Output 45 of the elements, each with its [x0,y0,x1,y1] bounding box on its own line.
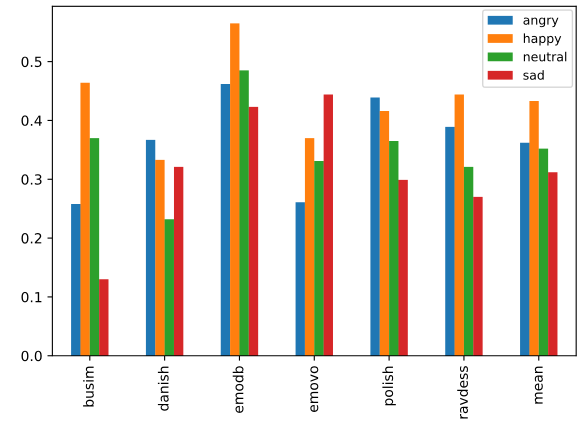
y-tick-label: 0.3 [21,174,42,185]
legend-label: happy [524,33,562,46]
bar [230,23,240,356]
bar [71,204,80,356]
bar [370,97,380,356]
bar [324,94,333,356]
bar [473,196,483,356]
x-tick-label: danish [158,366,169,411]
bar [454,94,464,356]
bar [304,138,314,356]
bar [389,141,398,356]
bar [239,70,249,356]
x-tick-label: emovo [310,366,318,412]
x-tick-label: ravdess [457,366,468,418]
legend-label: neutral [524,52,566,62]
y-tick-label: 0.4 [21,115,42,126]
y-tick-label: 0.1 [21,292,42,302]
bar [80,82,90,356]
bar [220,84,230,356]
bar [548,172,558,356]
bar [464,166,474,356]
bar [445,126,455,356]
bar [296,202,305,356]
bar [520,142,530,356]
bar [155,160,165,356]
y-tick-label: 0.5 [21,56,42,68]
y-tick-label: 0.0 [21,350,42,362]
bar [164,219,174,356]
bar [146,140,156,356]
bar [248,106,258,356]
x-tick-label: mean [534,366,543,404]
x-tick-label: busim [83,366,94,406]
x-tick-label: polish [382,366,396,406]
legend-label: angry [523,18,558,28]
bar [314,161,324,356]
bar [538,148,548,356]
bar [174,166,184,356]
x-tick-label: emodb [232,366,244,413]
bar [90,138,100,356]
y-tick-label: 0.2 [21,233,42,244]
bar [398,180,408,356]
bar [529,101,539,356]
legend-label: sad [523,70,544,80]
bar [380,111,390,356]
bar [99,279,108,356]
